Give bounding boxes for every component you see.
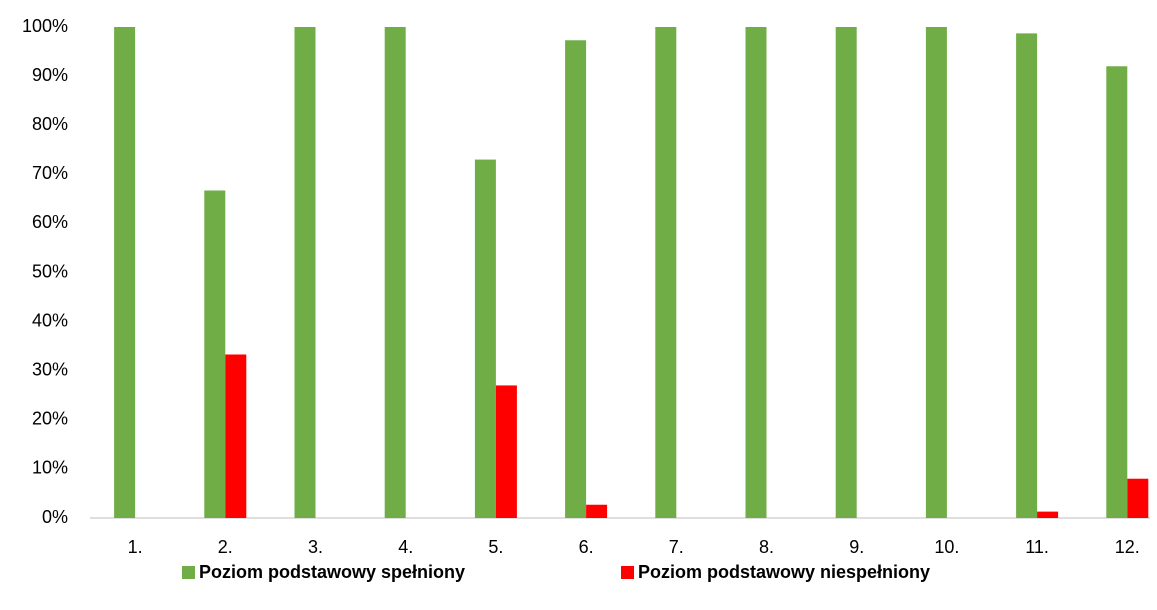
y-tick-label: 50% [32,261,68,281]
legend-label: Poziom podstawowy niespełniony [638,562,930,582]
x-tick-label: 10. [934,537,959,557]
bar [204,190,226,519]
legend-label: Poziom podstawowy spełniony [199,562,465,582]
bar [1127,478,1149,518]
bar [835,27,857,518]
bar [114,27,136,518]
x-tick-label: 11. [1025,537,1049,557]
y-tick-label: 80% [32,114,68,134]
legend-swatch [182,566,195,579]
bar [1037,511,1059,518]
x-tick-label: 9. [849,537,864,557]
y-tick-label: 60% [32,212,68,232]
y-tick-label: 10% [32,458,68,478]
x-tick-label: 12. [1115,537,1140,557]
x-tick-label: 4. [398,537,413,557]
x-tick-label: 2. [218,537,233,557]
legend-swatch [621,566,634,579]
x-tick-label: 1. [128,537,143,557]
bar [1106,66,1128,518]
y-tick-label: 40% [32,310,68,330]
bar [925,27,947,518]
bar [1016,33,1038,519]
bar [384,27,406,518]
x-tick-label: 3. [308,537,323,557]
y-tick-label: 90% [32,65,68,85]
y-tick-label: 30% [32,359,68,379]
bar [225,354,247,518]
x-tick-label: 7. [669,537,684,557]
x-tick-label: 5. [488,537,503,557]
bar [655,27,677,518]
bar [495,385,517,518]
bar [565,40,587,519]
y-tick-label: 70% [32,163,68,183]
x-tick-label: 6. [579,537,594,557]
y-tick-label: 0% [42,507,68,527]
bar [294,27,316,518]
bar [474,159,496,518]
x-tick-label: 8. [759,537,774,557]
bar [745,27,767,518]
y-tick-label: 20% [32,409,68,429]
bar [586,504,608,518]
y-tick-label: 100% [22,16,68,36]
